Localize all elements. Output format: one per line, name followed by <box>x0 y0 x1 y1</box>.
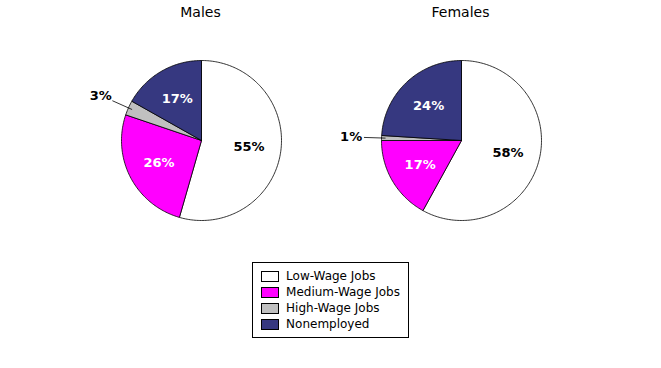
svg-text:17%: 17% <box>404 157 435 172</box>
html-text:Low-Wage Jobs: Low-Wage Jobs <box>286 269 376 283</box>
html-text:Females: Females <box>431 4 490 20</box>
svg-text:26%: 26% <box>143 155 174 170</box>
svg-text:24%: 24% <box>413 98 444 113</box>
html-text:Males: Males <box>180 4 221 20</box>
html-text:Nonemployed: Nonemployed <box>286 317 370 331</box>
svg-text:3%: 3% <box>89 88 111 103</box>
svg-text:58%: 58% <box>492 145 523 160</box>
html-text:High-Wage Jobs: High-Wage Jobs <box>286 301 380 315</box>
svg-text:1%: 1% <box>341 129 362 144</box>
svg-text:17%: 17% <box>161 91 192 106</box>
svg-text:55%: 55% <box>233 139 264 154</box>
html-text:Medium-Wage Jobs: Medium-Wage Jobs <box>286 285 400 299</box>
